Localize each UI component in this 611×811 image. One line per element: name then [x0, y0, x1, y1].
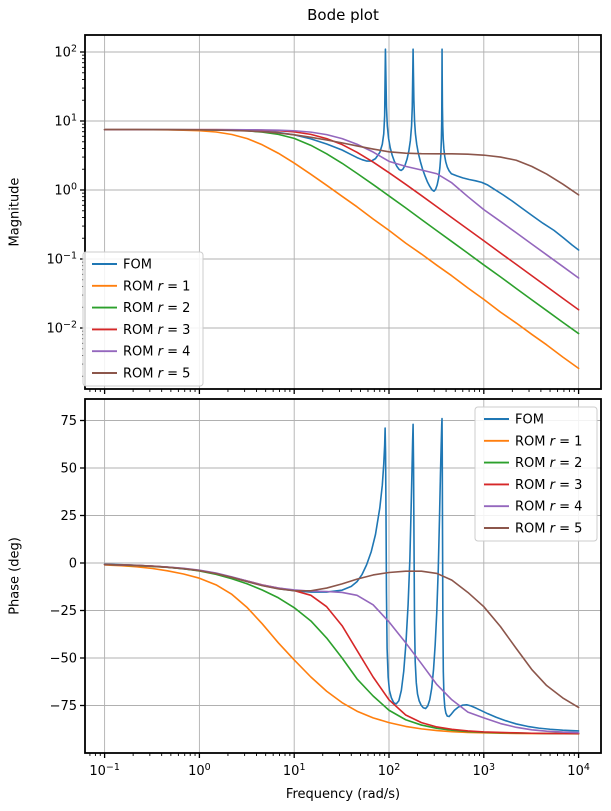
frequency-tick-label: 104	[567, 762, 590, 779]
phase-legend: FOM ROM r = 1 ROM r = 2 ROM r = 3 ROM r = 4 R…	[474, 406, 598, 542]
phase-tick-label: −50	[50, 652, 77, 667]
magnitude-tick-labels: 102 101 100 10−1 10−2	[46, 44, 77, 337]
phase-tick-label: 25	[60, 509, 77, 524]
frequency-axis-label: Frequency (rad/s)	[285, 787, 401, 802]
phase-tick-label: 75	[60, 414, 77, 429]
magnitude-curves	[103, 48, 580, 370]
figure-title: Bode plot	[307, 6, 379, 24]
magnitude-axis-label: Magnitude	[7, 177, 23, 247]
legend-label: ROM r = 5	[515, 522, 582, 537]
magnitude-tick-label: 101	[54, 113, 77, 130]
legend-label: ROM r = 1	[123, 279, 190, 294]
magnitude-tick-label: 10−1	[46, 251, 77, 268]
frequency-tick-label: 102	[378, 762, 401, 779]
legend-label: ROM r = 3	[123, 323, 190, 338]
legend-label: ROM r = 3	[515, 478, 582, 493]
rom-r-5-mag-curve	[103, 128, 580, 196]
frequency-tick-label: 10−1	[89, 762, 120, 779]
legend-label: ROM r = 5	[123, 367, 190, 382]
phase-axis-label: Phase (deg)	[7, 537, 23, 615]
magnitude-tick-label: 10−2	[46, 320, 77, 337]
magnitude-tick-label: 100	[54, 182, 77, 199]
legend-label: ROM r = 1	[515, 434, 582, 449]
legend-label: ROM r = 2	[123, 301, 190, 316]
frequency-tick-label: 100	[188, 762, 211, 779]
phase-tick-label: −25	[50, 604, 77, 619]
phase-tick-label: −75	[50, 699, 77, 714]
legend-label: FOM	[123, 258, 152, 273]
frequency-tick-label: 101	[283, 762, 306, 779]
phase-curves	[103, 417, 580, 735]
fom-phase-curve	[103, 417, 580, 732]
rom-r-5-phase-curve	[103, 563, 580, 709]
magnitude-tick-label: 102	[54, 44, 77, 61]
magnitude-legend: FOM ROM r = 1 ROM r = 2 ROM r = 3 ROM r = 4 R…	[82, 251, 204, 387]
phase-tick-label: 0	[69, 557, 77, 572]
frequency-tick-label: 103	[473, 762, 496, 779]
fom-mag-curve	[103, 48, 580, 251]
phase-tick-label: 50	[60, 462, 77, 477]
legend-label: ROM r = 4	[123, 345, 190, 360]
legend-label: ROM r = 4	[515, 500, 582, 515]
phase-tick-labels: 75 50 25 0 −25 −50 −75 10−1 100 101 102 103 104	[50, 414, 590, 779]
legend-label: ROM r = 2	[515, 456, 582, 471]
legend-label: FOM	[515, 413, 544, 428]
phase-spines	[80, 398, 602, 758]
